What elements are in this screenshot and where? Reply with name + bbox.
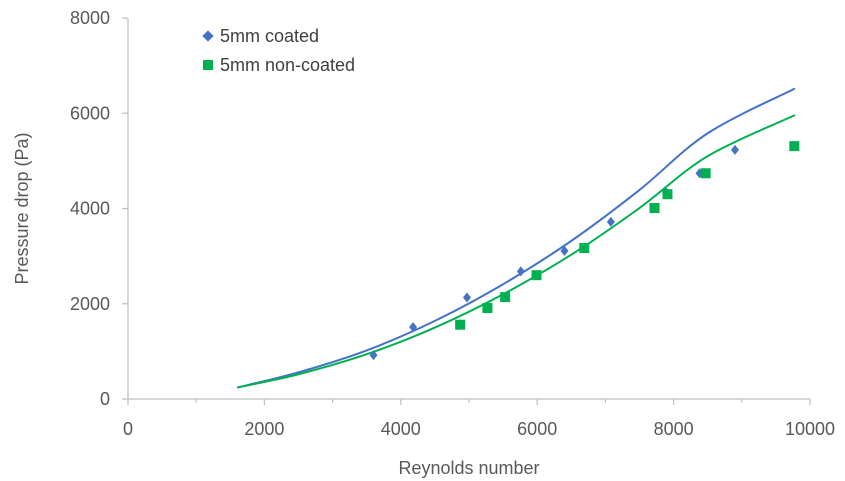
legend-item-coated: 5mm coated <box>202 26 319 46</box>
data-point-non-coated <box>455 319 466 330</box>
data-point-coated <box>462 292 471 303</box>
trendline-coated <box>236 87 796 389</box>
y-tick-label: 0 <box>100 389 110 409</box>
x-tick-label: 2000 <box>244 419 284 439</box>
x-tick-label: 4000 <box>381 419 421 439</box>
legend-label-non-coated: 5mm non-coated <box>220 55 355 75</box>
y-tick-label: 2000 <box>70 294 110 314</box>
data-point-coated <box>409 322 418 333</box>
y-tick-label: 8000 <box>70 8 110 28</box>
y-axis-title: Pressure drop (Pa) <box>12 132 32 284</box>
x-tick-label: 0 <box>123 419 133 439</box>
x-tick-label: 10000 <box>785 419 835 439</box>
data-point-non-coated <box>531 270 542 281</box>
trendlines <box>236 87 796 389</box>
legend-label-coated: 5mm coated <box>220 26 319 46</box>
legend-marker-coated <box>202 30 214 42</box>
data-point-non-coated <box>649 203 660 214</box>
data-point-non-coated <box>482 303 493 314</box>
legend-item-non-coated: 5mm non-coated <box>203 55 355 75</box>
plot-area: 0 2000 4000 6000 8000 10000 0 2000 4000 6000 8000 <box>70 8 835 439</box>
x-tick-label: 8000 <box>654 419 694 439</box>
data-point-non-coated <box>789 141 800 152</box>
data-point-non-coated <box>500 292 511 303</box>
data-markers <box>369 141 800 361</box>
data-point-coated <box>516 266 525 277</box>
data-point-coated <box>606 216 615 227</box>
data-point-non-coated <box>579 243 590 254</box>
data-point-coated <box>369 350 378 361</box>
x-tick-label: 6000 <box>517 419 557 439</box>
y-axis-ticks: 0 2000 4000 6000 8000 <box>70 8 128 409</box>
y-tick-label: 6000 <box>70 103 110 123</box>
data-point-coated <box>730 144 739 155</box>
trendline-non-coated <box>236 114 796 389</box>
x-axis-title: Reynolds number <box>398 458 539 478</box>
data-point-non-coated <box>700 168 711 179</box>
legend: 5mm coated 5mm non-coated <box>202 26 355 75</box>
legend-marker-non-coated <box>203 60 213 70</box>
data-point-coated <box>560 245 569 256</box>
x-axis-ticks: 0 2000 4000 6000 8000 10000 <box>123 399 835 439</box>
y-tick-label: 4000 <box>70 199 110 219</box>
data-point-non-coated <box>662 189 673 200</box>
